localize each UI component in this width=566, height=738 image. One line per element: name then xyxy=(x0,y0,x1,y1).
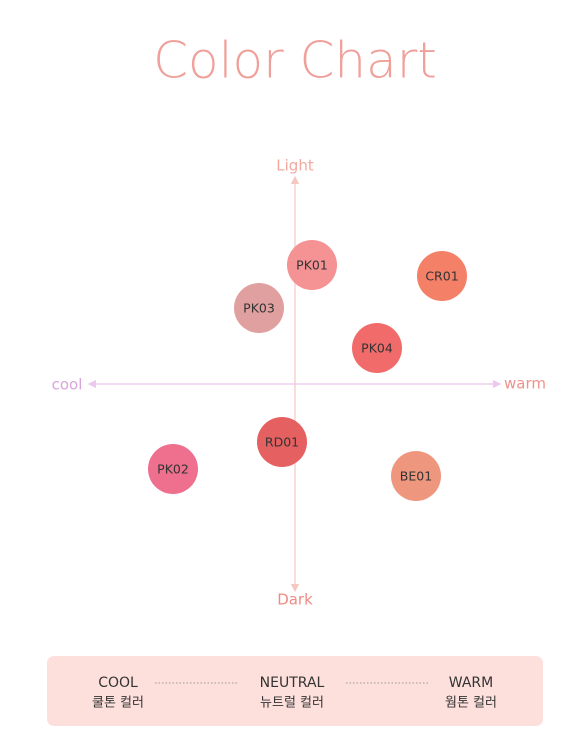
axis-label-left: cool xyxy=(52,376,83,394)
swatch-label: PK04 xyxy=(361,341,393,356)
axis-label-top: Light xyxy=(276,157,314,175)
swatches: PK01 CR01 PK03 PK04 RD01 PK02 BE01 xyxy=(148,240,467,501)
legend-subtitle: 쿨톤 컬러 xyxy=(92,696,144,711)
axis-label-right: warm xyxy=(504,375,546,393)
swatch-label: PK02 xyxy=(157,462,189,477)
swatch-label: BE01 xyxy=(400,469,432,484)
swatch-label: CR01 xyxy=(425,269,458,284)
axis-label-bottom: Dark xyxy=(277,591,313,609)
legend-subtitle: 뉴트럴 컬러 xyxy=(260,696,324,711)
legend-box xyxy=(47,656,543,726)
swatch-label: PK03 xyxy=(243,301,275,316)
swatch-label: RD01 xyxy=(265,435,299,450)
legend-title: WARM xyxy=(449,675,493,691)
legend: COOL 쿨톤 컬러 NEUTRAL 뉴트럴 컬러 WARM 웜톤 컬러 xyxy=(92,675,497,711)
swatch xyxy=(352,323,402,373)
swatch xyxy=(257,417,307,467)
swatch xyxy=(148,444,198,494)
legend-title: NEUTRAL xyxy=(260,675,325,691)
title: Color Chart xyxy=(153,32,437,90)
swatch-label: PK01 xyxy=(296,258,328,273)
swatch xyxy=(234,283,284,333)
legend-title: COOL xyxy=(98,675,138,691)
swatch xyxy=(391,451,441,501)
swatch xyxy=(417,251,467,301)
legend-subtitle: 웜톤 컬러 xyxy=(445,696,497,711)
swatch xyxy=(287,240,337,290)
